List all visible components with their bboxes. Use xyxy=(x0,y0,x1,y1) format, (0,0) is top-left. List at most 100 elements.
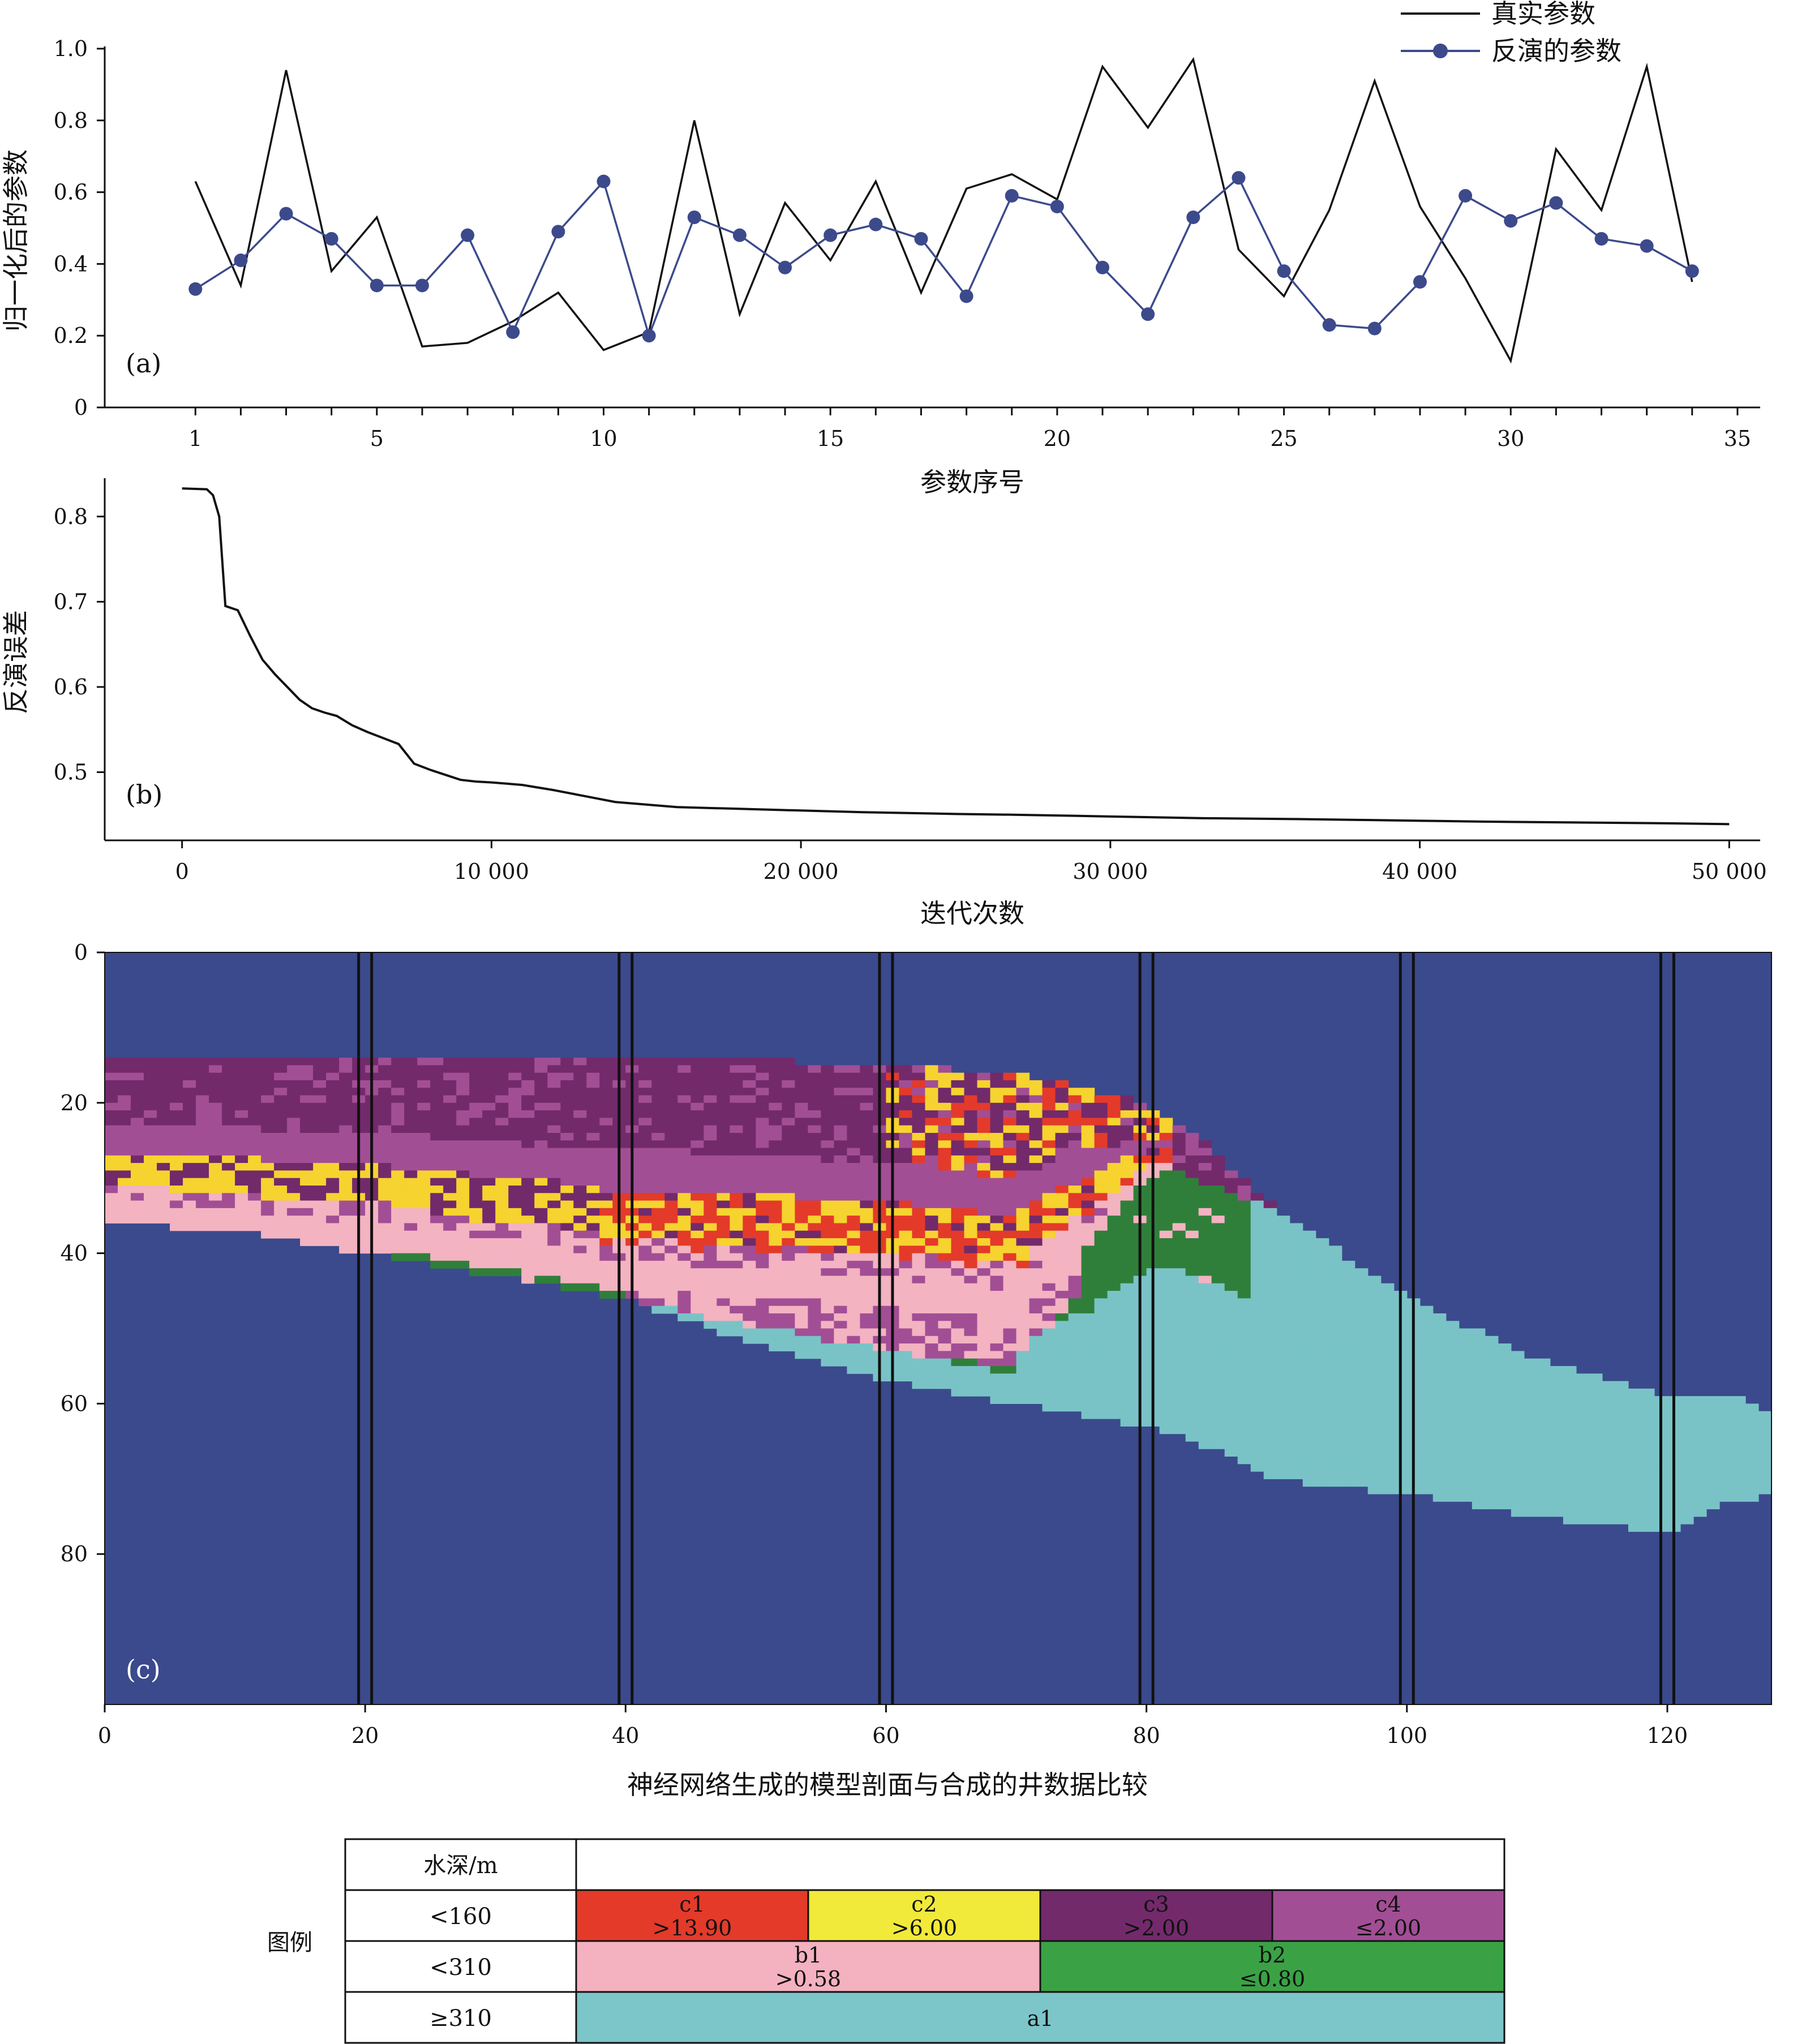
facies-cell xyxy=(808,1102,822,1111)
facies-cell xyxy=(1094,1396,1108,1404)
facies-cell xyxy=(1250,1276,1264,1284)
facies-cell xyxy=(1068,1230,1082,1239)
facies-cell xyxy=(235,1088,248,1096)
facies-cell xyxy=(1380,1456,1395,1465)
facies-cell xyxy=(482,1193,496,1201)
facies-cell xyxy=(821,1238,835,1246)
facies-cell xyxy=(235,1223,248,1231)
facies-cell xyxy=(1615,1486,1629,1495)
facies-cell xyxy=(209,1102,222,1111)
facies-cell xyxy=(209,1155,222,1163)
facies-cell xyxy=(1055,1358,1069,1367)
facies-cell xyxy=(1498,1403,1512,1412)
facies-cell xyxy=(586,1163,600,1171)
facies-cell xyxy=(1198,1328,1212,1337)
facies-cell xyxy=(196,1132,209,1141)
facies-cell xyxy=(664,1193,678,1201)
facies-cell xyxy=(1081,1253,1095,1261)
facies-cell xyxy=(1055,1216,1069,1224)
facies-cell xyxy=(704,1072,717,1081)
facies-cell xyxy=(834,1343,848,1351)
facies-cell xyxy=(326,1208,340,1216)
facies-cell xyxy=(1107,1140,1121,1149)
facies-cell xyxy=(938,1095,952,1103)
facies-cell xyxy=(1029,1163,1043,1171)
facies-cell xyxy=(326,1216,340,1224)
facies-cell xyxy=(847,1268,861,1277)
facies-cell xyxy=(1042,1155,1056,1163)
facies-cell xyxy=(1445,1411,1460,1419)
series-inverted-point xyxy=(188,282,203,296)
facies-cell xyxy=(404,1065,418,1073)
facies-cell xyxy=(443,1238,457,1246)
facies-cell xyxy=(287,1110,301,1118)
facies-cell xyxy=(1758,1463,1772,1472)
facies-cell xyxy=(586,1230,600,1239)
facies-cell xyxy=(1016,1200,1030,1209)
facies-cell xyxy=(170,1208,183,1216)
facies-cell xyxy=(1068,1403,1082,1412)
facies-cell xyxy=(990,1238,1004,1246)
facies-cell xyxy=(795,1110,809,1118)
facies-cell xyxy=(769,1200,783,1209)
facies-cell xyxy=(534,1148,548,1156)
facies-cell xyxy=(808,1268,822,1277)
facies-cell xyxy=(1055,1080,1069,1088)
facies-cell xyxy=(730,1260,743,1269)
facies-cell xyxy=(899,1155,913,1163)
facies-cell xyxy=(118,1065,131,1073)
facies-cell xyxy=(274,1072,288,1081)
facies-cell xyxy=(938,1336,952,1344)
facies-cell xyxy=(899,1080,913,1088)
facies-cell xyxy=(443,1065,457,1073)
facies-cell xyxy=(196,1088,209,1096)
facies-cell xyxy=(1302,1276,1316,1284)
panel-a-xtick-label: 5 xyxy=(370,426,384,451)
facies-cell xyxy=(1589,1381,1603,1389)
facies-cell xyxy=(131,1178,144,1186)
facies-cell xyxy=(144,1110,157,1118)
facies-cell xyxy=(664,1178,678,1186)
facies-cell xyxy=(638,1125,652,1133)
facies-cell xyxy=(300,1110,314,1118)
facies-cell xyxy=(547,1230,561,1239)
facies-cell xyxy=(1159,1223,1173,1231)
facies-cell xyxy=(508,1088,522,1096)
facies-cell xyxy=(925,1080,939,1088)
facies-cell xyxy=(586,1178,600,1186)
facies-cell xyxy=(925,1283,939,1291)
facies-cell xyxy=(1107,1132,1121,1141)
facies-cell xyxy=(756,1200,769,1209)
facies-cell xyxy=(1693,1396,1707,1404)
facies-cell xyxy=(1055,1170,1069,1179)
facies-cell xyxy=(847,1065,861,1073)
facies-cell xyxy=(677,1185,691,1193)
facies-cell xyxy=(1016,1223,1030,1231)
facies-cell xyxy=(170,1080,183,1088)
facies-cell xyxy=(821,1276,835,1284)
facies-cell xyxy=(144,1185,157,1193)
facies-cell xyxy=(430,1238,444,1246)
facies-cell xyxy=(118,1216,131,1224)
facies-cell xyxy=(782,1178,796,1186)
facies-cell xyxy=(1302,1306,1316,1314)
facies-cell xyxy=(1758,1486,1772,1495)
facies-cell xyxy=(1354,1306,1369,1314)
legend-cell-name: b2 xyxy=(1259,1943,1286,1968)
facies-cell xyxy=(977,1125,991,1133)
facies-cell xyxy=(651,1148,665,1156)
facies-cell xyxy=(430,1148,444,1156)
facies-cell xyxy=(157,1058,170,1066)
facies-cell xyxy=(1459,1449,1473,1457)
facies-cell xyxy=(638,1155,652,1163)
facies-cell xyxy=(847,1351,861,1359)
facies-cell xyxy=(599,1118,613,1126)
facies-cell xyxy=(1250,1283,1264,1291)
facies-cell xyxy=(821,1306,835,1314)
facies-cell xyxy=(1029,1321,1043,1329)
facies-cell xyxy=(248,1193,261,1201)
facies-cell xyxy=(1367,1388,1382,1397)
facies-cell xyxy=(1094,1403,1108,1412)
facies-cell xyxy=(183,1208,196,1216)
legend-table-range: ≥310 xyxy=(430,2006,492,2032)
